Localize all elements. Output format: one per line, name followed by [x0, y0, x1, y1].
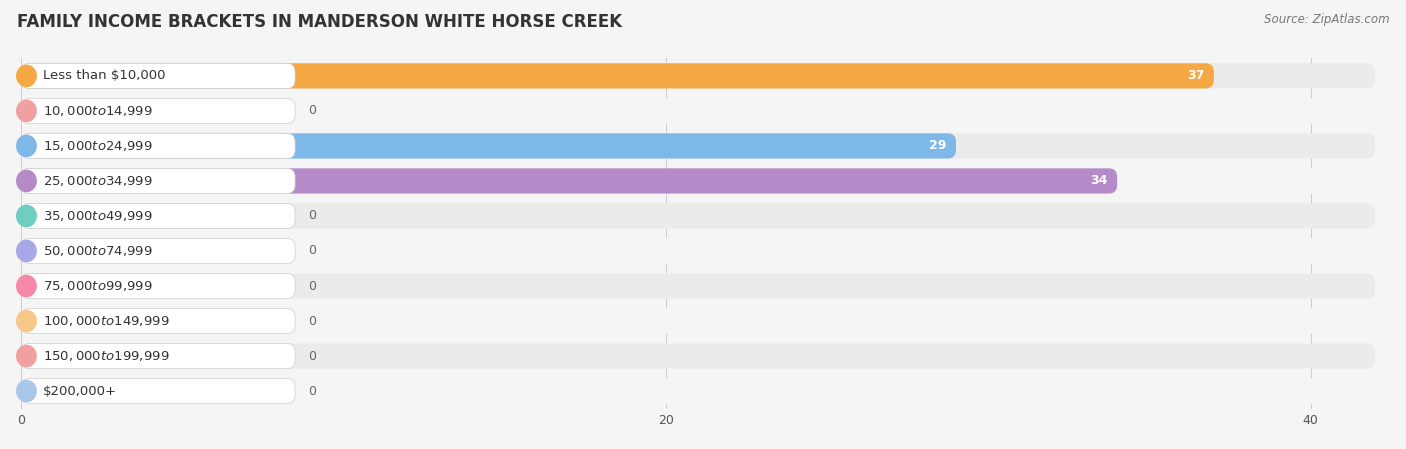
FancyBboxPatch shape: [21, 343, 295, 369]
FancyBboxPatch shape: [21, 63, 1213, 88]
Circle shape: [17, 170, 37, 192]
FancyBboxPatch shape: [21, 308, 295, 334]
FancyBboxPatch shape: [21, 133, 1375, 158]
Text: 0: 0: [308, 385, 316, 397]
Text: 0: 0: [308, 210, 316, 222]
Text: $10,000 to $14,999: $10,000 to $14,999: [42, 104, 152, 118]
Text: 29: 29: [929, 140, 946, 152]
Circle shape: [17, 380, 37, 402]
FancyBboxPatch shape: [21, 343, 1375, 369]
FancyBboxPatch shape: [21, 133, 295, 158]
Text: $75,000 to $99,999: $75,000 to $99,999: [42, 279, 152, 293]
FancyBboxPatch shape: [21, 168, 1118, 194]
FancyBboxPatch shape: [21, 63, 1375, 88]
Text: Less than $10,000: Less than $10,000: [42, 70, 165, 82]
FancyBboxPatch shape: [21, 98, 1375, 123]
FancyBboxPatch shape: [21, 98, 295, 123]
Text: $35,000 to $49,999: $35,000 to $49,999: [42, 209, 152, 223]
Circle shape: [17, 275, 37, 297]
FancyBboxPatch shape: [21, 168, 1375, 194]
FancyBboxPatch shape: [21, 63, 295, 88]
Text: $50,000 to $74,999: $50,000 to $74,999: [42, 244, 152, 258]
Text: Source: ZipAtlas.com: Source: ZipAtlas.com: [1264, 13, 1389, 26]
Circle shape: [17, 345, 37, 367]
FancyBboxPatch shape: [21, 238, 1375, 264]
FancyBboxPatch shape: [21, 273, 295, 299]
Circle shape: [17, 240, 37, 262]
Text: 34: 34: [1090, 175, 1108, 187]
FancyBboxPatch shape: [21, 203, 295, 229]
Text: $100,000 to $149,999: $100,000 to $149,999: [42, 314, 169, 328]
Text: FAMILY INCOME BRACKETS IN MANDERSON WHITE HORSE CREEK: FAMILY INCOME BRACKETS IN MANDERSON WHIT…: [17, 13, 621, 31]
Circle shape: [17, 310, 37, 332]
Text: 0: 0: [308, 350, 316, 362]
Text: $15,000 to $24,999: $15,000 to $24,999: [42, 139, 152, 153]
Circle shape: [17, 135, 37, 157]
Text: 0: 0: [308, 105, 316, 117]
Circle shape: [17, 205, 37, 227]
FancyBboxPatch shape: [21, 203, 1375, 229]
FancyBboxPatch shape: [21, 379, 1375, 404]
Text: 0: 0: [308, 280, 316, 292]
Circle shape: [17, 100, 37, 122]
Text: $25,000 to $34,999: $25,000 to $34,999: [42, 174, 152, 188]
Text: 0: 0: [308, 315, 316, 327]
Circle shape: [17, 65, 37, 87]
Text: $150,000 to $199,999: $150,000 to $199,999: [42, 349, 169, 363]
FancyBboxPatch shape: [21, 379, 295, 404]
FancyBboxPatch shape: [21, 308, 1375, 334]
FancyBboxPatch shape: [21, 238, 295, 264]
Text: 37: 37: [1187, 70, 1204, 82]
FancyBboxPatch shape: [21, 133, 956, 158]
FancyBboxPatch shape: [21, 273, 1375, 299]
Text: 0: 0: [308, 245, 316, 257]
Text: $200,000+: $200,000+: [42, 385, 117, 397]
FancyBboxPatch shape: [21, 168, 295, 194]
